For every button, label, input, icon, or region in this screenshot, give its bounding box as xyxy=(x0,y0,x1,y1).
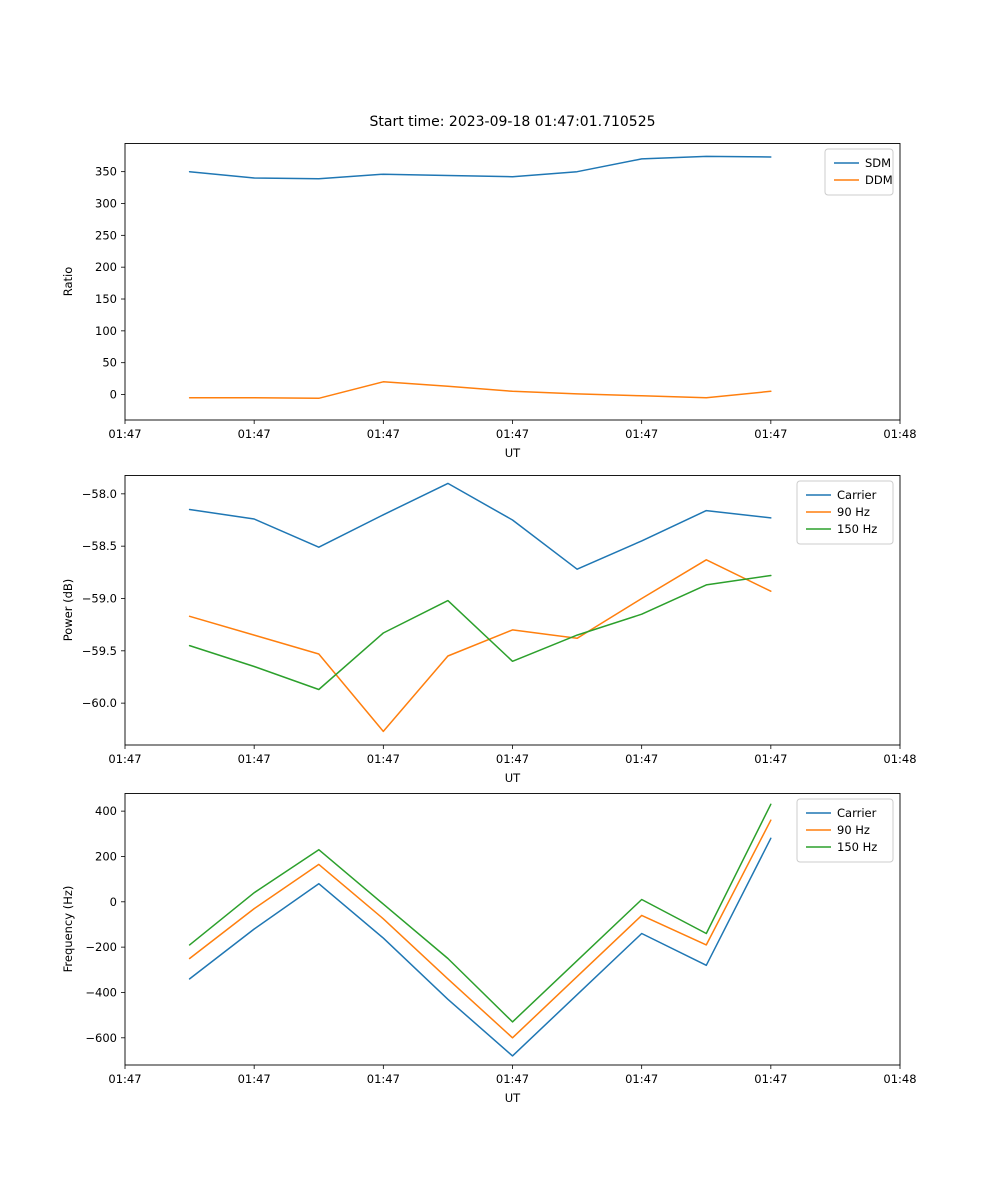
plot-frame xyxy=(124,793,901,1066)
svg-text:−59.5: −59.5 xyxy=(82,644,117,658)
svg-text:−200: −200 xyxy=(85,940,117,954)
legend-label: DDM xyxy=(865,173,893,187)
series-line-sdm xyxy=(188,155,772,180)
legend-label: SDM xyxy=(865,156,891,170)
legend-label: Carrier xyxy=(837,488,877,502)
x-axis: 01:47 01:47 01:47 01:47 01:47 01:47 01:48 xyxy=(108,1065,917,1086)
legend-label: 150 Hz xyxy=(837,840,877,854)
svg-text:01:47: 01:47 xyxy=(754,427,787,441)
series-line-90-hz xyxy=(188,819,772,1039)
svg-text:−59.0: −59.0 xyxy=(82,591,117,605)
svg-text:01:47: 01:47 xyxy=(108,427,141,441)
series-line-150-hz xyxy=(188,574,772,691)
svg-text:01:47: 01:47 xyxy=(625,752,658,766)
frequency-plot: 01:47 01:47 01:47 01:47 01:47 01:47 01:48−600−… xyxy=(61,793,917,1105)
plot-frame xyxy=(124,475,901,746)
y-axis-label: Power (dB) xyxy=(61,579,75,642)
svg-text:01:48: 01:48 xyxy=(883,752,916,766)
series-line-carrier xyxy=(188,837,772,1057)
legend-label: 90 Hz xyxy=(837,823,870,837)
svg-text:400: 400 xyxy=(95,804,117,818)
svg-text:250: 250 xyxy=(95,228,117,242)
svg-text:−58.0: −58.0 xyxy=(82,487,117,501)
svg-text:200: 200 xyxy=(95,260,117,274)
x-axis-label: UT xyxy=(505,771,521,785)
y-axis: −600 −400 −200 0 200 400 xyxy=(85,804,125,1045)
svg-text:−60.0: −60.0 xyxy=(82,696,117,710)
svg-text:200: 200 xyxy=(95,849,117,863)
svg-text:01:47: 01:47 xyxy=(238,427,271,441)
svg-text:01:47: 01:47 xyxy=(625,427,658,441)
series-line-carrier xyxy=(188,482,772,570)
x-axis: 01:47 01:47 01:47 01:47 01:47 01:47 01:48 xyxy=(108,420,917,441)
power-plot: 01:47 01:47 01:47 01:47 01:47 01:47 01:48 −60.0… xyxy=(61,475,917,785)
series-line-ddm xyxy=(188,381,772,400)
svg-text:01:47: 01:47 xyxy=(496,427,529,441)
svg-text:350: 350 xyxy=(95,165,117,179)
svg-text:01:47: 01:47 xyxy=(238,752,271,766)
legend: Carrier 90 Hz 150 Hz xyxy=(796,798,894,863)
y-axis-label: Frequency (Hz) xyxy=(61,886,75,973)
svg-text:−58.5: −58.5 xyxy=(82,539,117,553)
legend-label: 150 Hz xyxy=(837,522,877,536)
y-axis: −60.0 −59.5 −59.0 −58.5 −58.0 xyxy=(82,487,125,710)
svg-text:01:47: 01:47 xyxy=(108,1072,141,1086)
svg-text:01:48: 01:48 xyxy=(883,1072,916,1086)
svg-text:01:47: 01:47 xyxy=(754,752,787,766)
series-line-150-hz xyxy=(188,803,772,1023)
svg-text:50: 50 xyxy=(102,356,117,370)
svg-text:01:47: 01:47 xyxy=(496,752,529,766)
svg-text:0: 0 xyxy=(110,895,117,909)
svg-text:100: 100 xyxy=(95,324,117,338)
svg-text:−600: −600 xyxy=(85,1031,117,1045)
plot-frame xyxy=(124,143,901,421)
svg-text:300: 300 xyxy=(95,196,117,210)
svg-text:01:48: 01:48 xyxy=(883,427,916,441)
legend: Carrier 90 Hz 150 Hz xyxy=(796,480,894,545)
svg-text:01:47: 01:47 xyxy=(238,1072,271,1086)
y-axis: 0 50 100 150 200 250 300 350 xyxy=(95,165,125,402)
svg-text:01:47: 01:47 xyxy=(367,752,400,766)
svg-text:01:47: 01:47 xyxy=(625,1072,658,1086)
ratio-plot: 01:47 01:47 01:47 01:47 01:47 01:47 01:48 0 50 10… xyxy=(61,143,917,460)
svg-text:01:47: 01:47 xyxy=(367,427,400,441)
svg-text:0: 0 xyxy=(110,388,117,402)
x-axis-label: UT xyxy=(505,446,521,460)
legend: SDM DDM xyxy=(824,148,894,196)
chart-title: Start time: 2023-09-18 01:47:01.710525 xyxy=(369,114,656,130)
x-axis: 01:47 01:47 01:47 01:47 01:47 01:47 01:48 xyxy=(108,745,917,766)
y-axis-label: Ratio xyxy=(61,267,75,297)
svg-text:01:47: 01:47 xyxy=(754,1072,787,1086)
svg-text:01:47: 01:47 xyxy=(496,1072,529,1086)
svg-text:−400: −400 xyxy=(85,985,117,999)
svg-text:01:47: 01:47 xyxy=(367,1072,400,1086)
legend-label: 90 Hz xyxy=(837,505,870,519)
svg-text:01:47: 01:47 xyxy=(108,752,141,766)
series-line-90-hz xyxy=(188,559,772,733)
svg-text:150: 150 xyxy=(95,292,117,306)
legend-label: Carrier xyxy=(837,806,877,820)
x-axis-label: UT xyxy=(505,1091,521,1105)
